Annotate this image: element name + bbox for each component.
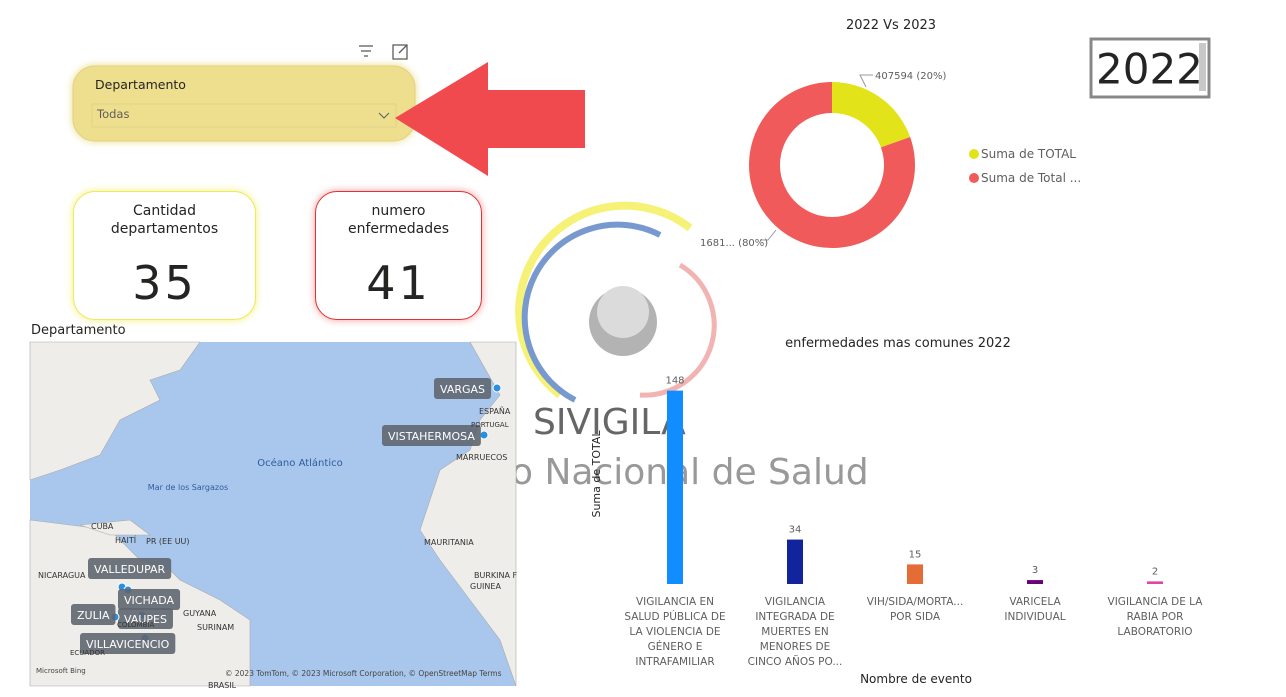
location-label: VAUPES	[124, 613, 167, 626]
bar	[1147, 581, 1163, 584]
location-label: VALLEDUPAR	[94, 563, 166, 576]
location-label: VARGAS	[440, 383, 485, 396]
card: numero enfermedades 41	[315, 191, 482, 320]
place-label: BURKINA F	[474, 571, 518, 580]
x-tick-label: VARICELA INDIVIDUAL	[1004, 596, 1066, 623]
place-label: SURINAM	[197, 623, 234, 632]
chart-title: 2022 Vs 2023	[846, 18, 936, 33]
data-label: 3	[1032, 565, 1038, 576]
legend-marker	[969, 173, 979, 183]
map-attribution: © 2023 TomTom, © 2023 Microsoft Corporat…	[225, 669, 502, 678]
data-label: 34	[789, 525, 802, 536]
scrollbar	[1199, 43, 1206, 91]
visual-header-icons[interactable]	[359, 44, 408, 60]
data-label: 2	[1152, 566, 1158, 577]
y-axis-label: Suma de TOTAL	[590, 430, 603, 518]
location-label-bg	[118, 589, 181, 610]
x-tick-label: VIGILANCIA INTEGRADA DE MUERTES EN MENOR…	[747, 596, 843, 668]
location-label-bg	[88, 558, 172, 579]
bar	[667, 390, 683, 584]
location-label-bg	[71, 604, 116, 625]
leader-line	[859, 74, 873, 88]
data-label: 407594 (20%)	[875, 71, 946, 82]
location-label-bg	[80, 633, 176, 654]
data-label: 148	[665, 376, 684, 387]
place-label: BRASIL	[208, 681, 237, 690]
legend-marker	[969, 149, 979, 159]
donut-slice	[832, 82, 911, 148]
card: Cantidad departamentos 35	[73, 191, 256, 320]
location-label: VILLAVICENCIO	[86, 638, 170, 651]
place-label: PORTUGAL	[471, 421, 509, 429]
slicer-value[interactable]: Todas	[96, 107, 129, 121]
location-label: VICHADA	[124, 594, 175, 607]
watermark-name: SIVIGILA	[533, 402, 686, 443]
donut-slice	[748, 82, 915, 248]
year-slicer[interactable]	[1089, 37, 1211, 99]
bar	[907, 564, 923, 584]
card-label: numero enfermedades	[347, 203, 450, 237]
location-label: ZULIA	[77, 609, 110, 622]
place-label: Océano Atlántico	[257, 457, 342, 469]
place-label: ECUADOR	[70, 649, 105, 657]
watermark-text: o Nacional de Salud	[511, 452, 869, 493]
legend-label: Suma de TOTAL	[981, 147, 1076, 161]
data-label: 1681... (80%)	[700, 238, 768, 249]
place-label: NICARAGUA	[38, 571, 86, 580]
map-title: Departamento	[31, 323, 126, 338]
x-tick-label: VIGILANCIA EN SALUD PÚBLICA DE LA VIOLEN…	[624, 596, 726, 668]
place-label: Mar de los Sargazos	[148, 483, 228, 492]
x-axis-label: Nombre de evento	[860, 672, 972, 686]
location-dot	[479, 430, 489, 440]
map-brand: Microsoft Bing	[36, 667, 86, 675]
watermark-logo	[515, 201, 717, 403]
data-label: 15	[909, 549, 922, 560]
location-label: VISTAHERMOSA	[388, 430, 475, 443]
place-label: GUYANA	[183, 609, 217, 618]
legend-label: Suma de Total ...	[981, 171, 1081, 185]
place-label: MAURITANIA	[424, 538, 474, 547]
card-value: 35	[132, 256, 197, 310]
year-value[interactable]: 2022	[1096, 45, 1203, 94]
x-tick-label: VIH/SIDA/MORTA... POR SIDA	[866, 596, 964, 623]
card-value: 41	[366, 256, 431, 310]
slicer-dropdown[interactable]	[91, 103, 397, 128]
chart-title: enfermedades mas comunes 2022	[785, 336, 1011, 351]
place-label: HAITÍ	[115, 534, 137, 545]
dropdown-chevron[interactable]	[378, 112, 390, 119]
location-label-bg	[118, 608, 173, 629]
place-label: ESPAÑA	[479, 406, 511, 416]
place-label: PR (EE UU)	[146, 537, 190, 546]
place-label: MARRUECOS	[456, 453, 507, 462]
slicer-title: Departamento	[95, 77, 186, 92]
location-label-bg	[382, 425, 481, 446]
leader-line	[760, 229, 777, 241]
location-label-bg	[434, 378, 492, 399]
place-label: COLOMBIA	[117, 621, 154, 629]
place-label: CUBA	[91, 522, 114, 531]
bar	[1027, 580, 1043, 584]
card-label: Cantidad departamentos	[110, 203, 219, 237]
location-dot	[492, 383, 502, 393]
x-tick-label: VIGILANCIA DE LA RABIA POR LABORATORIO	[1107, 596, 1203, 638]
annotation-arrow	[395, 62, 585, 176]
place-label: GUINEA	[470, 582, 501, 591]
bar	[787, 539, 803, 584]
